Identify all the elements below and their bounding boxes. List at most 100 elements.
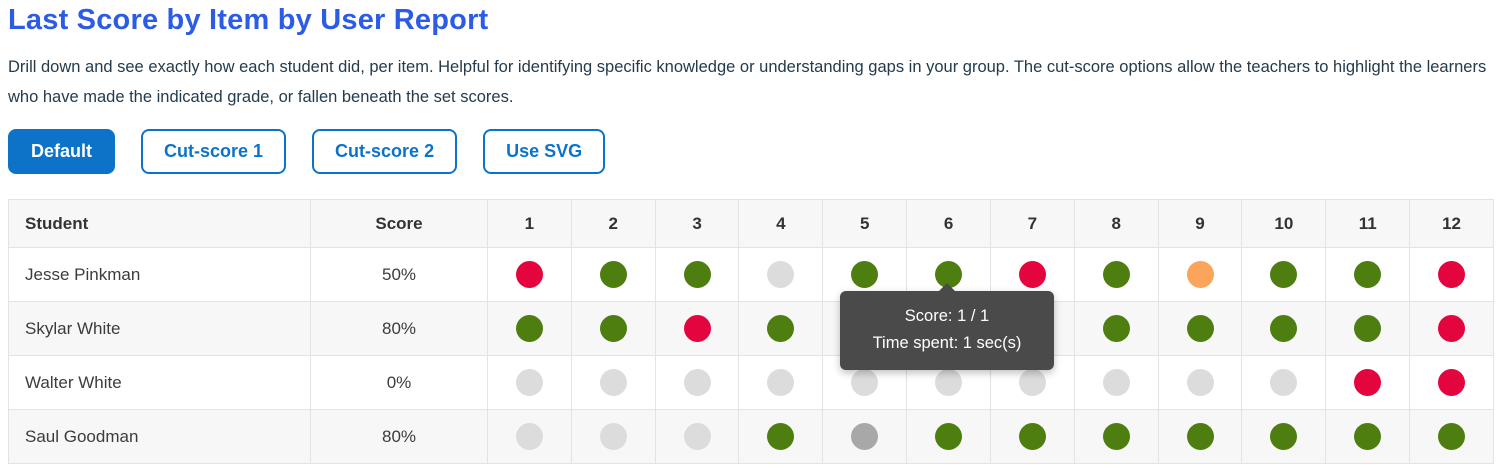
item-cell [1409, 301, 1494, 356]
score-dot-unattempted[interactable] [599, 369, 627, 396]
table-body: Jesse Pinkman 50% Skylar White 80% Walter Wh… [8, 247, 1494, 464]
table-header-row: Student Score 1 2 3 4 5 6 7 8 9 10 11 12 [8, 199, 1494, 248]
item-cell [570, 301, 656, 356]
column-header-item: 2 [570, 199, 656, 248]
score-dot-correct[interactable] [599, 315, 627, 342]
item-cell [487, 247, 572, 302]
item-cell [1241, 409, 1327, 464]
column-header-item: 4 [738, 199, 824, 248]
score-dot-unattempted[interactable] [1102, 369, 1130, 396]
score-dot-unattempted[interactable] [599, 423, 627, 450]
column-header-student: Student [8, 199, 311, 248]
item-cell [487, 355, 572, 410]
score-dot-incorrect[interactable] [683, 315, 711, 342]
page-description: Drill down and see exactly how each stud… [8, 58, 1487, 106]
score-dot-correct[interactable] [1270, 261, 1298, 288]
item-cell [1409, 247, 1494, 302]
score-dot-unattempted[interactable] [515, 423, 543, 450]
score-dot-incorrect[interactable] [1018, 261, 1046, 288]
score-dot-correct[interactable] [767, 315, 795, 342]
score-percent-cell: 50% [310, 247, 488, 302]
score-tooltip: Score: 1 / 1 Time spent: 1 sec(s) [840, 283, 1054, 370]
item-cell [487, 301, 572, 356]
item-cell [1157, 301, 1243, 356]
button-cut-score-2[interactable]: Cut-score 2 [312, 129, 458, 174]
score-dot-correct[interactable] [1186, 315, 1214, 342]
item-cell [487, 409, 572, 464]
score-dot-correct[interactable] [767, 423, 795, 450]
student-name-cell: Jesse Pinkman [8, 247, 311, 302]
score-percent-cell: 80% [310, 409, 488, 464]
score-dot-incorrect[interactable] [1354, 369, 1382, 396]
item-cell [654, 355, 740, 410]
score-dot-correct[interactable] [599, 261, 627, 288]
score-dot-correct[interactable] [1270, 423, 1298, 450]
score-dot-incorrect[interactable] [1438, 369, 1466, 396]
score-dot-unattempted[interactable] [683, 369, 711, 396]
score-dot-correct[interactable] [1270, 315, 1298, 342]
score-dot-correct[interactable] [1354, 423, 1382, 450]
score-dot-correct[interactable] [515, 315, 543, 342]
item-cell [738, 301, 824, 356]
table-header: Student Score 1 2 3 4 5 6 7 8 9 10 11 12 [8, 199, 1494, 248]
score-dot-unattempted[interactable] [767, 369, 795, 396]
item-cell [654, 409, 740, 464]
score-dot-correct[interactable] [1102, 261, 1130, 288]
score-dot-correct[interactable] [1102, 423, 1130, 450]
student-name-cell: Saul Goodman [8, 409, 311, 464]
score-dot-correct[interactable] [1354, 315, 1382, 342]
column-header-item: 11 [1325, 199, 1411, 248]
column-header-item: 6 [906, 199, 991, 248]
score-dot-viewed[interactable] [851, 423, 879, 450]
score-dot-unattempted[interactable] [515, 369, 543, 396]
score-dot-correct[interactable] [851, 261, 879, 288]
score-dot-correct[interactable] [683, 261, 711, 288]
button-default[interactable]: Default [8, 129, 116, 174]
score-dot-incorrect[interactable] [1438, 261, 1466, 288]
score-dot-correct[interactable] [1186, 423, 1214, 450]
table-row: Walter White 0% [8, 355, 1494, 410]
score-dot-correct[interactable] [1018, 423, 1046, 450]
score-dot-correct[interactable] [1438, 423, 1466, 450]
tooltip-time-line: Time spent: 1 sec(s) [872, 334, 1022, 352]
score-dot-incorrect[interactable] [1438, 315, 1466, 342]
score-dot-unattempted[interactable] [1018, 369, 1046, 396]
score-dot-correct[interactable] [1354, 261, 1382, 288]
score-dot-unattempted[interactable] [767, 261, 795, 288]
button-cut-score-1[interactable]: Cut-score 1 [141, 129, 287, 174]
score-dot-unattempted[interactable] [935, 369, 963, 396]
column-header-item: 3 [654, 199, 740, 248]
score-dot-unattempted[interactable] [851, 369, 879, 396]
score-dot-incorrect[interactable] [515, 261, 543, 288]
item-cell [1157, 355, 1243, 410]
score-percent-cell: 80% [310, 301, 488, 356]
item-cell [906, 409, 991, 464]
item-cell [570, 409, 656, 464]
student-name-cell: Walter White [8, 355, 311, 410]
item-cell [654, 301, 740, 356]
item-cell [1325, 409, 1411, 464]
page-title: Last Score by Item by User Report [8, 4, 489, 36]
score-dot-partial[interactable] [1186, 261, 1214, 288]
score-dot-unattempted[interactable] [683, 423, 711, 450]
item-cell [1241, 355, 1327, 410]
item-cell [654, 247, 740, 302]
item-cell [1073, 301, 1159, 356]
report-table-wrap: Student Score 1 2 3 4 5 6 7 8 9 10 11 12 Jesse Pinkma… [8, 199, 1494, 464]
tooltip-arrow-icon [939, 283, 955, 291]
score-dot-correct[interactable] [935, 423, 963, 450]
column-header-item: 9 [1157, 199, 1243, 248]
item-cell [1073, 409, 1159, 464]
report-page: Last Score by Item by User Report Drill … [0, 2, 1502, 464]
item-cell [738, 247, 824, 302]
item-cell [1241, 247, 1327, 302]
score-dot-unattempted[interactable] [1270, 369, 1298, 396]
item-cell [989, 409, 1075, 464]
item-cell [1325, 355, 1411, 410]
button-use-svg[interactable]: Use SVG [483, 129, 606, 174]
score-dot-unattempted[interactable] [1186, 369, 1214, 396]
student-name-cell: Skylar White [8, 301, 311, 356]
score-dot-correct[interactable] [1102, 315, 1130, 342]
item-cell [738, 409, 824, 464]
column-header-item: 10 [1241, 199, 1327, 248]
